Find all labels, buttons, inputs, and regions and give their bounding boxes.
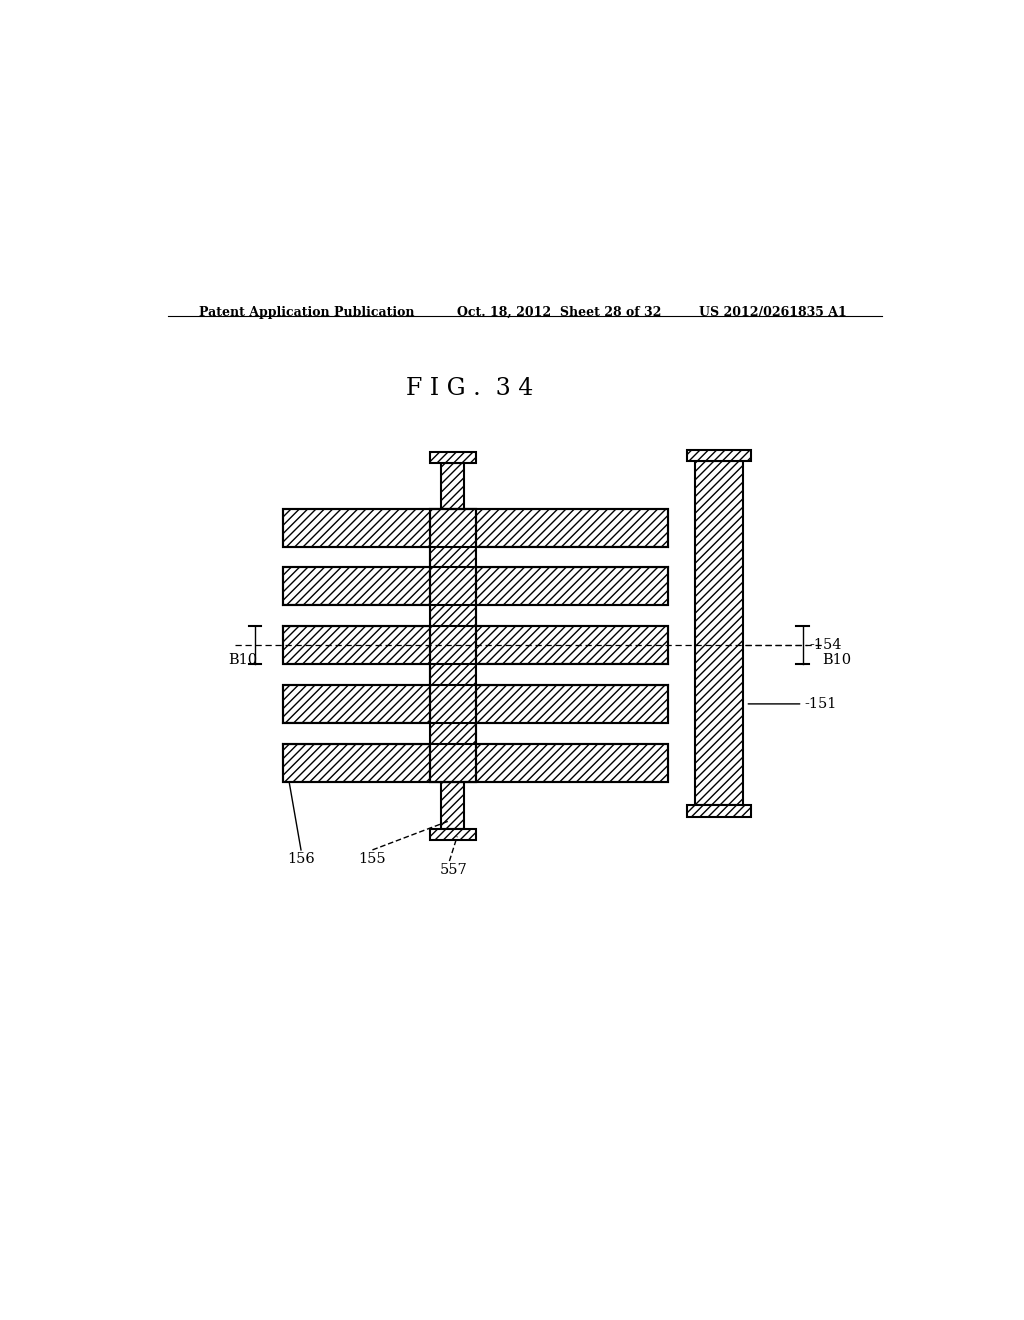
Bar xyxy=(283,626,668,664)
Text: 155: 155 xyxy=(358,853,386,866)
Bar xyxy=(283,568,668,606)
Bar xyxy=(283,743,668,781)
Bar xyxy=(283,508,668,546)
Bar xyxy=(430,508,475,781)
Bar xyxy=(440,462,465,508)
Bar xyxy=(283,508,668,546)
Bar xyxy=(283,626,668,664)
Bar xyxy=(283,606,430,626)
Text: 557: 557 xyxy=(439,862,467,876)
Bar xyxy=(283,743,668,781)
Bar xyxy=(687,450,751,461)
Text: US 2012/0261835 A1: US 2012/0261835 A1 xyxy=(699,305,847,318)
Bar xyxy=(695,461,743,805)
Bar xyxy=(283,568,668,606)
Bar xyxy=(283,723,430,743)
Bar xyxy=(440,781,465,829)
Text: 156: 156 xyxy=(287,853,314,866)
Text: -151: -151 xyxy=(804,697,837,711)
Text: -154: -154 xyxy=(809,638,842,652)
Bar xyxy=(283,685,668,723)
Text: B10: B10 xyxy=(822,653,852,667)
Text: F I G .  3 4: F I G . 3 4 xyxy=(406,378,532,400)
Bar xyxy=(430,508,475,781)
Bar xyxy=(475,546,668,568)
Bar xyxy=(430,829,475,841)
Bar xyxy=(283,685,668,723)
Bar xyxy=(475,664,668,685)
Text: Oct. 18, 2012  Sheet 28 of 32: Oct. 18, 2012 Sheet 28 of 32 xyxy=(458,305,662,318)
Text: B10: B10 xyxy=(228,653,258,667)
Bar xyxy=(687,805,751,817)
Bar xyxy=(430,451,475,462)
Text: Patent Application Publication: Patent Application Publication xyxy=(200,305,415,318)
